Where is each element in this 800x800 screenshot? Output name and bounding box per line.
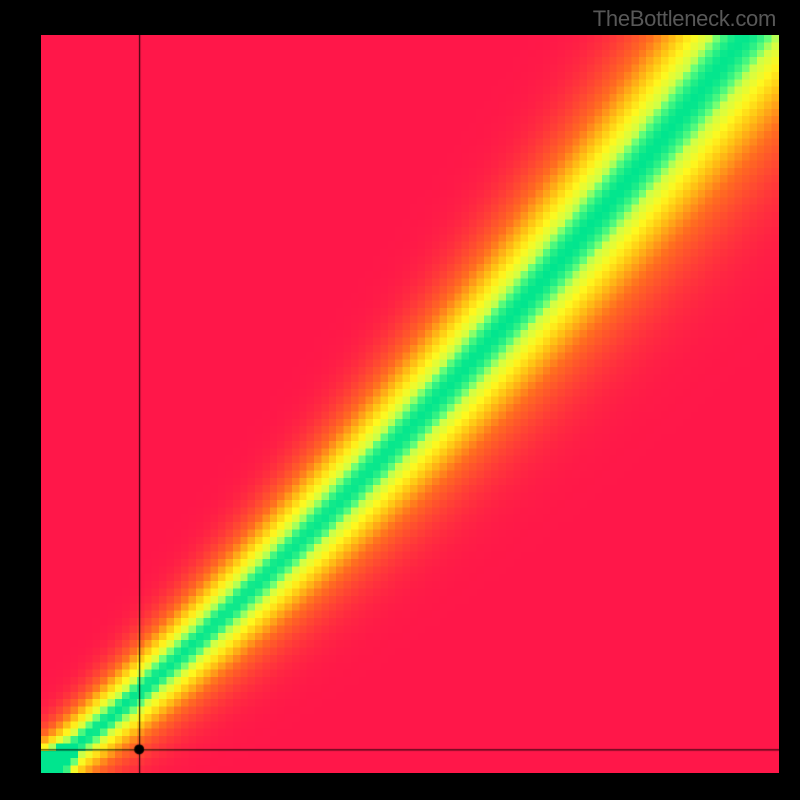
watermark-text: TheBottleneck.com [593,6,776,32]
chart-container: { "watermark": "TheBottleneck.com", "cha… [0,0,800,800]
crosshair-overlay [41,35,779,773]
